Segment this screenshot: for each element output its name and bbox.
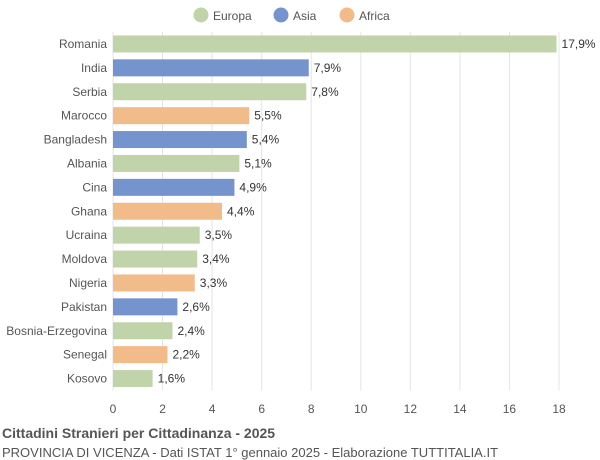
bar-india — [113, 59, 309, 77]
legend-item-africa: Africa — [339, 7, 390, 23]
bar-moldova — [113, 250, 198, 268]
category-label-bosnia-erzegovina: Bosnia-Erzegovina — [6, 324, 107, 338]
bar-serbia — [113, 83, 307, 101]
legend-swatch — [339, 7, 355, 23]
value-label-serbia: 7,8% — [311, 85, 339, 99]
bar-romania — [113, 35, 557, 53]
x-tick-label: 4 — [209, 402, 216, 416]
legend-label: Asia — [293, 9, 317, 23]
x-tick-label: 18 — [552, 402, 566, 416]
legend-label: Africa — [359, 9, 390, 23]
category-label-albania: Albania — [67, 156, 107, 170]
x-tick-label: 8 — [308, 402, 315, 416]
category-labels: Romania India Serbia Marocco Bangladesh Alban… — [6, 37, 107, 386]
bar-pakistan — [113, 298, 178, 316]
legend-item-europa: Europa — [193, 7, 252, 23]
legend-item-asia: Asia — [273, 7, 317, 23]
value-label-senegal: 2,2% — [173, 348, 201, 362]
category-label-senegal: Senegal — [63, 348, 107, 362]
value-label-cina: 4,9% — [239, 180, 267, 194]
value-label-nigeria: 3,3% — [200, 276, 228, 290]
bar-ucraina — [113, 226, 200, 244]
bar-kosovo — [113, 370, 153, 388]
bar-ghana — [113, 202, 223, 220]
x-tick-label: 0 — [110, 402, 117, 416]
bar-marocco — [113, 107, 250, 125]
value-labels: 17,9% 7,9% 7,8% 5,5% 5,4% 5,1% 4,9% 4,4% 3,5% 3,4… — [158, 37, 596, 386]
legend: Europa Asia Africa — [193, 7, 390, 23]
bars — [113, 35, 557, 388]
bar-bangladesh — [113, 131, 247, 149]
value-label-pakistan: 2,6% — [182, 300, 210, 314]
category-label-serbia: Serbia — [72, 85, 107, 99]
x-tick-label: 10 — [354, 402, 368, 416]
x-tick-label: 14 — [453, 402, 467, 416]
x-tick-label: 16 — [503, 402, 517, 416]
category-label-india: India — [81, 61, 107, 75]
category-label-moldova: Moldova — [62, 252, 108, 266]
category-label-bangladesh: Bangladesh — [44, 133, 107, 147]
category-label-ucraina: Ucraina — [66, 228, 108, 242]
x-axis-ticks: 0 2 4 6 8 10 12 14 16 18 — [110, 402, 566, 416]
legend-label: Europa — [213, 9, 252, 23]
x-tick-label: 12 — [404, 402, 418, 416]
bar-bosnia-erzegovina — [113, 322, 173, 340]
category-label-nigeria: Nigeria — [69, 276, 107, 290]
bar-cina — [113, 178, 235, 196]
category-label-marocco: Marocco — [61, 109, 107, 123]
bar-chart: Europa Asia Africa Romania India Serbia Maroc… — [6, 7, 596, 416]
x-tick-label: 2 — [159, 402, 166, 416]
chart-title: Cittadini Stranieri per Cittadinanza - 2… — [2, 425, 276, 441]
category-label-cina: Cina — [82, 180, 107, 194]
value-label-bosnia-erzegovina: 2,4% — [177, 324, 205, 338]
value-label-romania: 17,9% — [562, 37, 596, 51]
legend-swatch — [273, 7, 289, 23]
value-label-moldova: 3,4% — [202, 252, 230, 266]
value-label-ghana: 4,4% — [227, 204, 255, 218]
bar-senegal — [113, 346, 168, 364]
value-label-kosovo: 1,6% — [158, 372, 186, 386]
value-label-ucraina: 3,5% — [205, 228, 233, 242]
value-label-bangladesh: 5,4% — [252, 133, 280, 147]
category-label-romania: Romania — [59, 37, 107, 51]
bar-albania — [113, 154, 240, 172]
value-label-india: 7,9% — [314, 61, 342, 75]
category-label-pakistan: Pakistan — [61, 300, 107, 314]
category-label-kosovo: Kosovo — [67, 372, 107, 386]
chart-subtitle: PROVINCIA DI VICENZA - Dati ISTAT 1° gen… — [2, 445, 499, 460]
x-tick-label: 6 — [258, 402, 265, 416]
bar-nigeria — [113, 274, 195, 292]
category-label-ghana: Ghana — [71, 204, 107, 218]
legend-swatch — [193, 7, 209, 23]
value-label-marocco: 5,5% — [254, 109, 282, 123]
value-label-albania: 5,1% — [244, 156, 272, 170]
